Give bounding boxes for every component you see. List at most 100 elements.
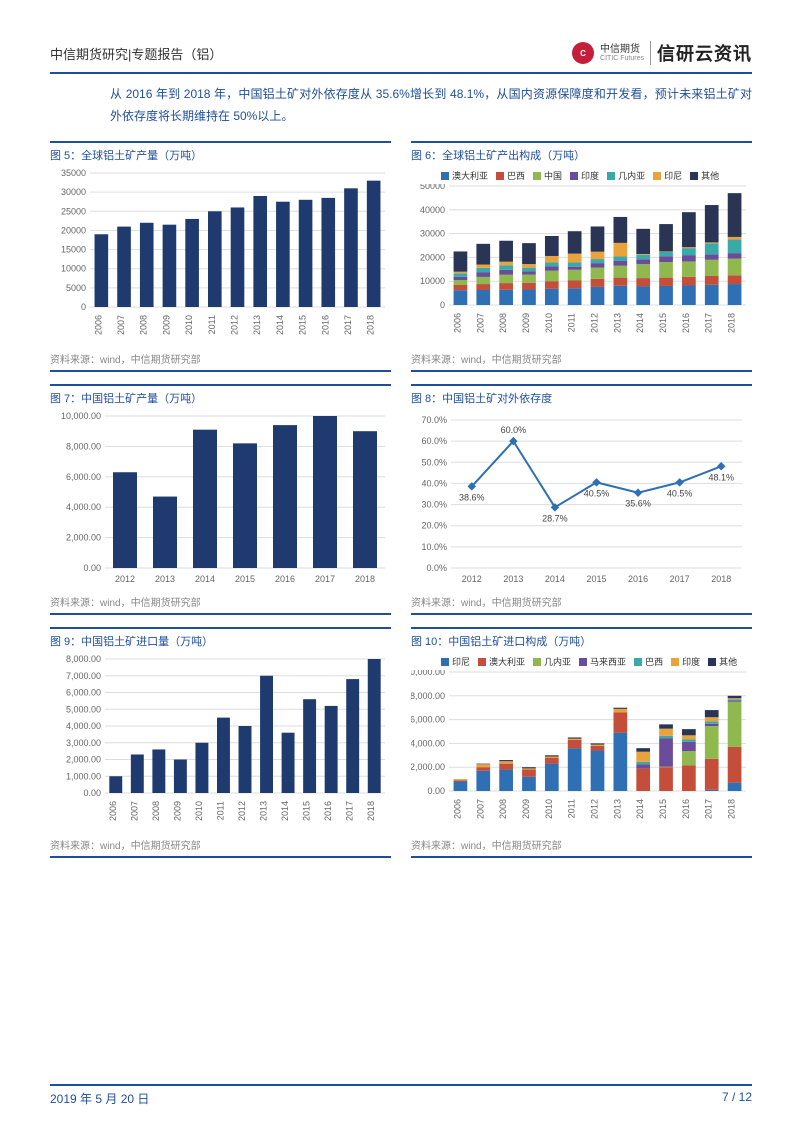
svg-text:4,000.00: 4,000.00 [66, 502, 101, 512]
svg-text:2014: 2014 [280, 801, 290, 821]
legend-item: 印尼 [441, 655, 470, 668]
svg-text:0.00: 0.00 [83, 788, 101, 798]
chart-6-canvas: 澳大利亚巴西中国印度几内亚印尼其他01000020000300004000050… [411, 167, 752, 347]
svg-text:2018: 2018 [711, 574, 731, 584]
svg-text:2016: 2016 [681, 313, 691, 333]
svg-text:2016: 2016 [681, 799, 691, 819]
svg-text:2007: 2007 [116, 315, 126, 335]
svg-text:40.5%: 40.5% [667, 489, 693, 499]
header-brand: C 中信期货 CITIC Futures 信研云资讯 [572, 40, 752, 66]
legend-item: 几内亚 [607, 169, 645, 182]
svg-text:0.00: 0.00 [427, 786, 445, 796]
svg-text:2012: 2012 [237, 801, 247, 821]
chart-5-source: 资料来源：wind，中信期货研究部 [50, 347, 391, 372]
svg-text:2016: 2016 [275, 574, 295, 584]
svg-text:50000: 50000 [420, 184, 445, 191]
svg-text:35000: 35000 [61, 168, 86, 178]
svg-text:6,000.00: 6,000.00 [66, 688, 101, 698]
svg-text:0.0%: 0.0% [426, 563, 447, 573]
svg-text:30000: 30000 [420, 229, 445, 239]
svg-text:10000: 10000 [420, 276, 445, 286]
page-footer: 2019 年 5 月 20 日 7 / 12 [50, 1084, 752, 1107]
legend-item: 印度 [671, 655, 700, 668]
svg-text:10.0%: 10.0% [421, 542, 447, 552]
svg-text:2009: 2009 [161, 315, 171, 335]
chart-9-canvas: 0.001,000.002,000.003,000.004,000.005,00… [50, 653, 391, 833]
svg-text:2012: 2012 [115, 574, 135, 584]
svg-text:48.1%: 48.1% [708, 472, 734, 482]
svg-text:2017: 2017 [704, 313, 714, 333]
svg-text:25000: 25000 [61, 206, 86, 216]
chart-9-title: 图 9：中国铝土矿进口量（万吨） [50, 627, 391, 649]
svg-text:5,000.00: 5,000.00 [66, 704, 101, 714]
logo-text-block: 中信期货 CITIC Futures [600, 44, 644, 62]
chart-7: 图 7：中国铝土矿产量（万吨） 0.002,000.004,000.006,00… [50, 384, 391, 615]
svg-text:2015: 2015 [658, 313, 668, 333]
svg-text:2009: 2009 [172, 801, 182, 821]
chart-5: 图 5：全球铝土矿产量（万吨） 050001000015000200002500… [50, 141, 391, 372]
svg-text:10000: 10000 [61, 264, 86, 274]
svg-text:2008: 2008 [498, 799, 508, 819]
svg-text:2015: 2015 [235, 574, 255, 584]
svg-text:2006: 2006 [452, 313, 462, 333]
chart-6-source: 资料来源：wind，中信期货研究部 [411, 347, 752, 372]
svg-text:2011: 2011 [567, 799, 577, 818]
legend-item: 几内亚 [533, 655, 571, 668]
chart-5-canvas: 0500010000150002000025000300003500020062… [50, 167, 391, 347]
svg-text:20000: 20000 [420, 253, 445, 263]
footer-date: 2019 年 5 月 20 日 [50, 1090, 149, 1107]
chart-6: 图 6：全球铝土矿产出构成（万吨） 澳大利亚巴西中国印度几内亚印尼其他01000… [411, 141, 752, 372]
svg-text:2010: 2010 [194, 801, 204, 821]
svg-text:2009: 2009 [521, 313, 531, 333]
chart-10-title: 图 10：中国铝土矿进口构成（万吨） [411, 627, 752, 649]
chart-6-title: 图 6：全球铝土矿产出构成（万吨） [411, 141, 752, 163]
svg-text:2017: 2017 [670, 574, 690, 584]
svg-text:2008: 2008 [139, 315, 149, 335]
chart-10-canvas: 印尼澳大利亚几内亚马来西亚巴西印度其他0.002,000.004,000.006… [411, 653, 752, 833]
svg-text:2017: 2017 [315, 574, 335, 584]
svg-text:70.0%: 70.0% [421, 415, 447, 425]
svg-text:50.0%: 50.0% [421, 457, 447, 467]
svg-text:2,000.00: 2,000.00 [66, 755, 101, 765]
svg-text:40.5%: 40.5% [584, 489, 610, 499]
legend-item: 中国 [533, 169, 562, 182]
header-title: 中信期货研究|专题报告（铝） [50, 44, 222, 63]
logo-text: 中信期货 [600, 44, 644, 55]
svg-text:0.00: 0.00 [83, 563, 101, 573]
svg-text:2017: 2017 [343, 315, 353, 335]
svg-text:3,000.00: 3,000.00 [66, 738, 101, 748]
svg-text:2017: 2017 [345, 801, 355, 821]
svg-text:2013: 2013 [155, 574, 175, 584]
svg-text:2008: 2008 [151, 801, 161, 821]
chart-8: 图 8：中国铝土矿对外依存度 0.0%10.0%20.0%30.0%40.0%5… [411, 384, 752, 615]
chart-5-title: 图 5：全球铝土矿产量（万吨） [50, 141, 391, 163]
svg-text:40000: 40000 [420, 205, 445, 215]
logo-icon: C [572, 42, 594, 64]
svg-text:2013: 2013 [252, 315, 262, 335]
svg-text:2015: 2015 [586, 574, 606, 584]
svg-text:2015: 2015 [658, 799, 668, 819]
svg-text:10,000.00: 10,000.00 [411, 670, 445, 677]
chart-7-source: 资料来源：wind，中信期货研究部 [50, 590, 391, 615]
svg-text:2012: 2012 [590, 313, 600, 333]
svg-text:2013: 2013 [612, 313, 622, 333]
svg-text:2014: 2014 [635, 313, 645, 333]
chart-8-title: 图 8：中国铝土矿对外依存度 [411, 384, 752, 406]
svg-text:60.0%: 60.0% [501, 425, 527, 435]
svg-text:2013: 2013 [503, 574, 523, 584]
svg-text:2018: 2018 [366, 315, 376, 335]
footer-page: 7 / 12 [722, 1090, 752, 1107]
svg-text:2007: 2007 [475, 799, 485, 819]
svg-text:8,000.00: 8,000.00 [66, 654, 101, 664]
svg-text:10,000.00: 10,000.00 [61, 411, 101, 421]
chart-8-source: 资料来源：wind，中信期货研究部 [411, 590, 752, 615]
svg-text:2016: 2016 [320, 315, 330, 335]
chart-8-canvas: 0.0%10.0%20.0%30.0%40.0%50.0%60.0%70.0%3… [411, 410, 752, 590]
brand-name: 信研云资讯 [657, 40, 752, 66]
svg-text:8,000.00: 8,000.00 [411, 691, 445, 701]
svg-text:2012: 2012 [230, 315, 240, 335]
svg-text:0: 0 [81, 302, 86, 312]
svg-text:2017: 2017 [704, 799, 714, 819]
svg-text:0: 0 [440, 300, 445, 310]
legend-item: 印度 [570, 169, 599, 182]
